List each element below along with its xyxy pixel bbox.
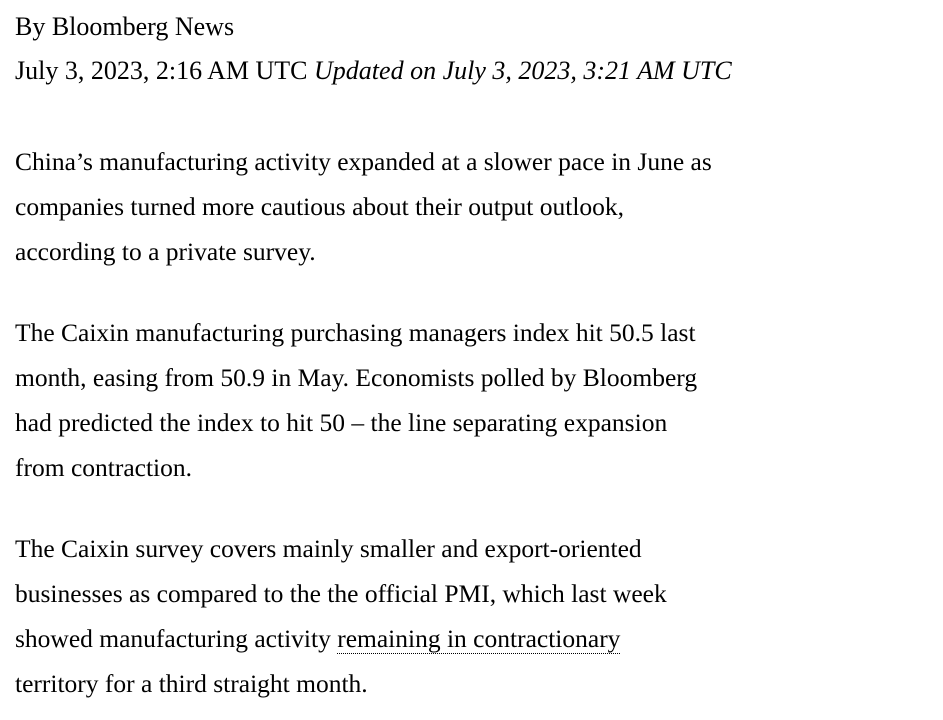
contractionary-territory-link[interactable]: remaining in contractionary <box>337 624 621 654</box>
paragraph-line: month, easing from 50.9 in May. Economis… <box>15 363 698 392</box>
paragraph-line-prefix: showed manufacturing activity <box>15 624 338 653</box>
article-body: By Bloomberg News July 3, 2023, 2:16 AM … <box>15 0 940 698</box>
dateline: July 3, 2023, 2:16 AM UTC Updated on Jul… <box>15 54 940 88</box>
paragraph-1: China’s manufacturing activity expanded … <box>15 139 940 274</box>
paragraph-line: had predicted the index to hit 50 – the … <box>15 408 668 437</box>
paragraph-line: companies turned more cautious about the… <box>15 192 625 221</box>
paragraph-2: The Caixin manufacturing purchasing mana… <box>15 310 940 490</box>
paragraph-3: The Caixin survey covers mainly smaller … <box>15 526 940 706</box>
paragraph-line: The Caixin manufacturing purchasing mana… <box>15 318 696 347</box>
updated-timestamp: Updated on July 3, 2023, 3:21 AM UTC <box>314 56 732 85</box>
paragraph-line: China’s manufacturing activity expanded … <box>15 147 712 176</box>
paragraph-line: according to a private survey. <box>15 237 316 266</box>
paragraph-line: The Caixin survey covers mainly smaller … <box>15 534 642 563</box>
published-timestamp: July 3, 2023, 2:16 AM UTC <box>15 56 308 85</box>
byline: By Bloomberg News <box>15 12 235 41</box>
paragraph-line: showed manufacturing activity remaining … <box>15 616 940 661</box>
paragraph-line: businesses as compared to the the offici… <box>15 579 667 608</box>
paragraph-line: territory for a third straight month. <box>15 669 368 698</box>
paragraph-line: from contraction. <box>15 453 193 482</box>
